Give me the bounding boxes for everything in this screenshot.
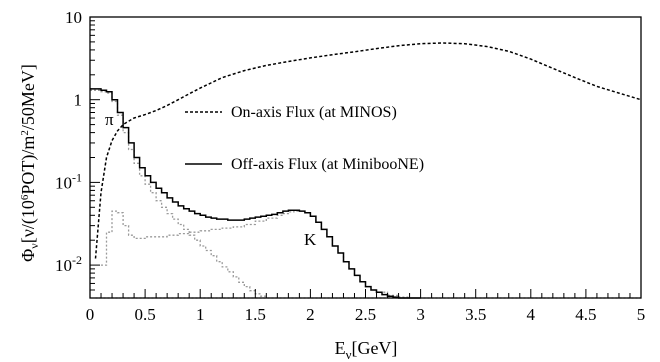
legend: On-axis Flux (at MINOS) Off-axis Flux (a… [185,104,424,173]
y-tick-label: 10-1 [55,170,82,192]
legend-label-off-axis: Off-axis Flux (at MinibooNE) [231,156,424,173]
legend-label-on-axis: On-axis Flux (at MINOS) [231,104,397,121]
y-tick-label: 10-2 [55,253,82,275]
series-line-0 [94,42,642,259]
annotation-pion: π [105,110,114,129]
y-axis: 10 1 10-1 10-2 [55,8,100,299]
annotation-kaon: K [304,230,317,249]
x-axis: 0 0.5 1 1.5 2 2.5 3 3.5 4 4.5 5 [86,289,646,324]
x-tick-label: 3.5 [465,305,486,324]
x-tick-label: 5 [637,305,646,324]
x-tick-label: 4 [527,305,536,324]
series-line-3 [101,210,421,299]
y-tick-label: 10 [65,8,82,27]
x-axis-title: Eν[GeV] [335,338,398,362]
x-tick-label: 0 [86,305,95,324]
x-tick-label: 3 [416,305,425,324]
y-axis-title: Φν[ν/(106POT)/m2/50MeV] [18,64,41,262]
x-tick-label: 1.5 [245,305,266,324]
series-line-1 [90,88,421,299]
series-line-2 [90,89,267,298]
x-tick-label: 2.5 [355,305,376,324]
x-tick-label: 4.5 [575,305,596,324]
x-tick-label: 2 [306,305,315,324]
x-tick-label: 1 [196,305,205,324]
y-tick-label: 1 [74,91,83,110]
x-tick-label: 0.5 [134,305,155,324]
